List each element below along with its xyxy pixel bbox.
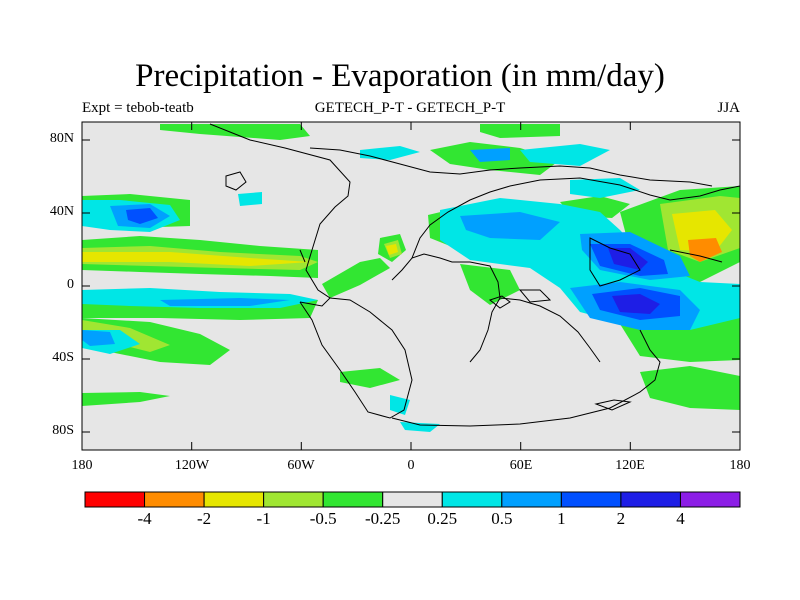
colorbar-box (144, 491, 205, 508)
colorbar-label: 2 (616, 509, 626, 528)
lon-tick-180e: 180 (729, 458, 751, 473)
colorbar-box (263, 491, 324, 508)
colorbar-box (679, 491, 741, 508)
colorbar-label: 4 (676, 509, 685, 528)
experiment-label: Expt = tebob-teatb (82, 100, 194, 116)
colorbar-label: -1 (256, 509, 271, 528)
season-label: JJA (717, 100, 740, 116)
lon-tick-180w: 180 (71, 458, 93, 473)
lat-tick-80s: 80S (52, 423, 74, 438)
colorbar-box (560, 491, 622, 508)
coastlines (209, 123, 740, 427)
lat-tick-80n: 80N (49, 131, 74, 146)
darkblue-anomaly-regions (608, 248, 660, 314)
colorbar (84, 491, 741, 508)
colorbar-box (382, 491, 443, 508)
lon-tick-0: 0 (407, 458, 415, 473)
lat-tick-40s: 40S (52, 350, 74, 365)
lon-tick-60w: 60W (287, 458, 315, 473)
colorbar-label: -0.5 (309, 509, 337, 528)
colorbar-box (322, 491, 384, 508)
lon-tick-60e: 60E (509, 458, 533, 473)
colorbar-label: -2 (196, 509, 212, 528)
colorbar-label: 0.5 (491, 509, 513, 528)
colorbar-box (84, 491, 146, 508)
colorbar-box (620, 491, 681, 508)
lat-tick-40n: 40N (49, 204, 74, 219)
lon-tick-120w: 120W (174, 458, 210, 473)
axis-ticks (82, 122, 740, 450)
map-plot-area (82, 122, 740, 450)
colorbar-label: 1 (557, 509, 566, 528)
lat-tick-0: 0 (67, 277, 74, 292)
map-title: Precipitation - Evaporation (in mm/day) (135, 58, 665, 94)
colorbar-box (441, 491, 503, 508)
colorbar-label: 0.25 (427, 509, 458, 528)
lon-tick-120e: 120E (615, 458, 645, 473)
colorbar-box (203, 491, 265, 508)
colorbar-box (501, 491, 562, 508)
colorbar-label: -0.25 (365, 509, 401, 528)
colorbar-label: -4 (137, 509, 152, 528)
orange-anomaly-regions (688, 238, 722, 262)
comparison-label: GETECH_P-T - GETECH_P-T (314, 100, 506, 116)
